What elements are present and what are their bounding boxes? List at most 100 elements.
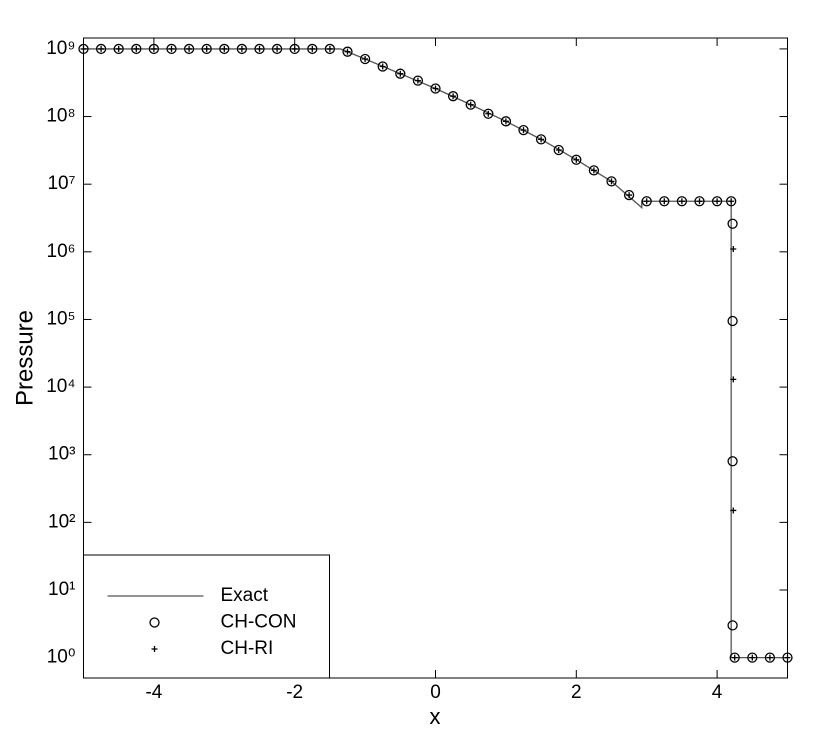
plus-marker [309, 45, 316, 52]
circle-marker [342, 46, 353, 57]
circle-marker [201, 43, 212, 55]
plus-marker [485, 110, 492, 117]
circle-marker [518, 124, 529, 136]
circle-marker [571, 154, 582, 165]
plus-marker [661, 198, 668, 205]
plus-marker [133, 45, 140, 52]
y-tick-label: 10⁴ [46, 376, 75, 397]
circle-marker [307, 43, 318, 55]
plus-marker [784, 654, 791, 661]
plus-marker [362, 55, 369, 62]
plus-marker [186, 45, 193, 52]
plus-marker [643, 198, 650, 205]
plus-marker [555, 147, 562, 154]
x-tick-label: 2 [571, 682, 582, 703]
circle-marker [606, 176, 617, 187]
plus-marker [150, 45, 157, 52]
y-tick-label: 10¹ [48, 579, 75, 600]
plus-marker [326, 45, 333, 52]
plus-marker [98, 45, 105, 52]
plus-marker [291, 45, 298, 52]
circle-marker [711, 196, 723, 207]
plus-marker [168, 45, 175, 52]
circle-marker [183, 43, 195, 55]
circle-marker [676, 196, 688, 207]
x-tick-label: -2 [286, 682, 303, 703]
circle-marker [641, 196, 652, 207]
plus-marker [520, 127, 527, 134]
plus-marker [730, 507, 737, 514]
plus-marker [678, 198, 685, 205]
plus-marker [766, 654, 773, 661]
legend-label: Exact [221, 585, 269, 606]
plus-marker [203, 45, 210, 52]
circle-marker [236, 43, 248, 55]
circle-marker [659, 196, 670, 207]
circle-marker [359, 53, 371, 65]
plus-marker [749, 654, 756, 661]
circle-marker [149, 617, 160, 628]
circle-marker [324, 43, 336, 55]
plus-marker [590, 167, 597, 174]
circle-marker [588, 165, 600, 176]
circle-marker [219, 43, 230, 55]
y-tick-label: 10⁰ [47, 647, 76, 668]
plus-marker [344, 48, 351, 55]
circle-marker [465, 99, 476, 110]
circle-marker [727, 620, 738, 631]
plus-marker [151, 646, 158, 652]
plus-marker [274, 45, 281, 52]
plus-marker [221, 45, 228, 52]
plus-marker [730, 246, 737, 253]
circle-marker [729, 652, 740, 663]
plus-marker [538, 136, 545, 143]
circle-marker [747, 652, 758, 663]
circle-marker [254, 43, 265, 55]
plus-marker [379, 63, 386, 70]
legend-box [83, 554, 330, 679]
y-tick-label: 10⁹ [46, 38, 75, 59]
legend-label: CH-RI [221, 638, 274, 659]
circle-marker [113, 43, 124, 55]
circle-marker [271, 43, 283, 55]
circle-marker [535, 134, 547, 145]
plus-marker [115, 45, 122, 52]
y-tick-label: 10⁵ [46, 308, 75, 329]
y-tick-label: 10² [48, 511, 75, 532]
plus-marker [730, 376, 737, 383]
plus-marker [80, 45, 87, 52]
plus-marker [714, 198, 721, 205]
circle-marker [447, 91, 459, 102]
y-tick-label: 10⁶ [47, 241, 76, 262]
plus-marker [626, 192, 633, 199]
circle-marker [377, 61, 388, 72]
legend-label: CH-CON [221, 612, 297, 633]
plus-marker [731, 654, 738, 661]
circle-marker [412, 75, 424, 86]
x-tick-label: 0 [430, 682, 441, 703]
circle-marker [500, 116, 512, 127]
circle-marker [131, 43, 142, 55]
plus-marker [696, 198, 703, 205]
x-tick-label: 4 [712, 682, 723, 703]
plus-marker [256, 45, 263, 52]
circle-marker [782, 652, 793, 663]
circle-marker [148, 43, 160, 55]
plus-marker [467, 101, 474, 108]
circle-marker [289, 43, 300, 55]
circle-marker [553, 144, 564, 156]
plus-marker [573, 156, 580, 163]
circle-marker [764, 652, 776, 663]
x-tick-label: -4 [145, 682, 162, 703]
y-tick-label: 10⁸ [46, 106, 75, 127]
circle-marker [623, 189, 635, 201]
y-axis-label: Pressure [11, 310, 38, 406]
plus-marker [238, 45, 245, 52]
circle-marker [78, 43, 89, 55]
plus-marker [432, 85, 439, 92]
circle-marker [694, 196, 705, 207]
circle-marker [727, 315, 738, 327]
x-axis-label: x [430, 704, 441, 729]
plus-marker [502, 118, 509, 125]
plus-marker [728, 198, 735, 205]
